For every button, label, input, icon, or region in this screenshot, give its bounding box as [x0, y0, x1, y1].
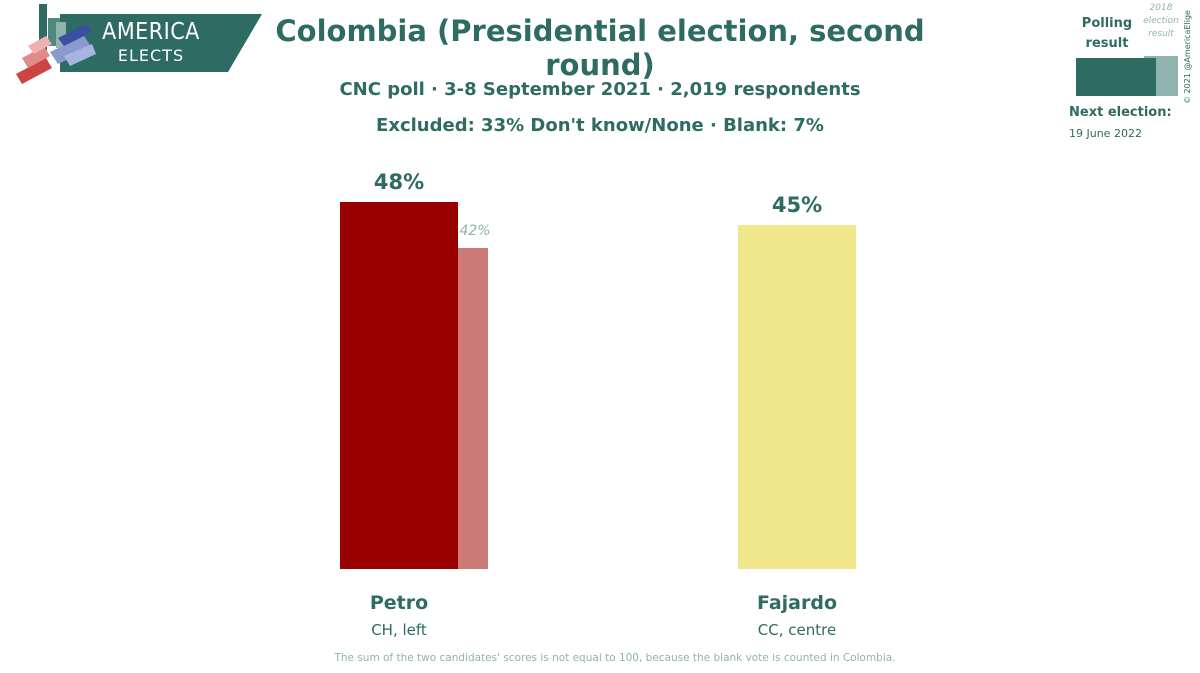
- legend-previous-label: 2018 election result: [1143, 3, 1179, 39]
- next-election-date: 19 June 2022: [1069, 127, 1142, 140]
- candidate-name-fajardo: Fajardo: [756, 592, 838, 614]
- legend-graphic: [1076, 56, 1178, 96]
- previous-label-petro: 42%: [459, 222, 491, 239]
- candidate-party-fajardo: CC, centre: [757, 621, 837, 639]
- footnote: The sum of the two candidates' scores is…: [334, 652, 896, 664]
- bar-fajardo: [738, 224, 856, 569]
- next-election-label: Next election:: [1069, 105, 1172, 120]
- value-label-fajardo: 45%: [771, 192, 823, 217]
- logo-text-america: AMERICA: [102, 19, 200, 45]
- bar-previous-petro: [458, 247, 488, 569]
- chart-subtitle-excluded: Excluded: 33% Don't know/None · Blank: 7…: [376, 115, 824, 136]
- america-elects-logo: [16, 4, 262, 84]
- logo-text-elects: ELECTS: [117, 46, 185, 65]
- candidate-party-petro: CH, left: [371, 621, 427, 639]
- value-label-petro: 48%: [373, 169, 425, 194]
- candidate-name-petro: Petro: [369, 592, 429, 614]
- bar-petro: [340, 201, 458, 569]
- legend-polling-label: Polling result: [1081, 16, 1133, 51]
- legend-polling-swatch: [1076, 58, 1156, 96]
- chart-subtitle-poll: CNC poll · 3-8 September 2021 · 2,019 re…: [339, 79, 861, 100]
- chart-title: Colombia (Presidential election, second …: [275, 14, 925, 82]
